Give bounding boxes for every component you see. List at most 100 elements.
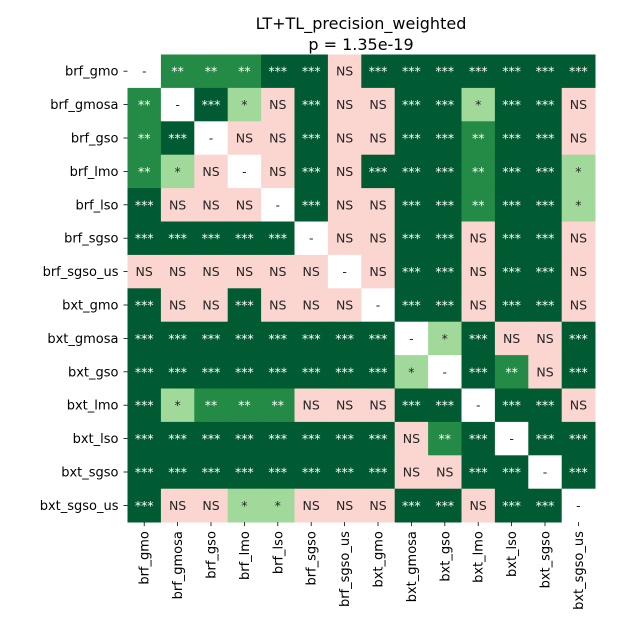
heatmap-cell bbox=[127, 388, 162, 423]
heatmap-cell bbox=[227, 288, 262, 323]
heatmap-cell bbox=[327, 455, 362, 490]
cell-label: *** bbox=[202, 431, 221, 446]
heatmap-cell bbox=[227, 221, 262, 256]
cell-label: NS bbox=[336, 64, 353, 79]
heatmap-cell bbox=[528, 54, 563, 89]
cell-label: - bbox=[309, 231, 314, 246]
cell-label: *** bbox=[502, 97, 521, 112]
heatmap-cell bbox=[428, 87, 462, 122]
heatmap-cell bbox=[227, 121, 262, 156]
cell-label: *** bbox=[369, 64, 388, 79]
cell-label: *** bbox=[536, 298, 555, 313]
cell-label: NS bbox=[336, 131, 353, 146]
cell-label: NS bbox=[470, 264, 487, 279]
heatmap-cell bbox=[227, 321, 262, 356]
cell-label: * bbox=[475, 97, 481, 112]
chart-subtitle: p = 1.35e-19 bbox=[308, 35, 413, 54]
heatmap-cell bbox=[194, 455, 229, 490]
heatmap-cell bbox=[261, 54, 295, 89]
heatmap-cell bbox=[261, 121, 295, 156]
heatmap-cell bbox=[394, 54, 429, 89]
cell-label: NS bbox=[470, 498, 487, 513]
heatmap-cell bbox=[194, 188, 229, 222]
cell-label: *** bbox=[536, 431, 555, 446]
cell-label: *** bbox=[302, 64, 321, 79]
heatmap-cell bbox=[428, 455, 462, 490]
heatmap-cell bbox=[127, 321, 162, 356]
cell-label: *** bbox=[369, 364, 388, 379]
heatmap-cell bbox=[361, 455, 396, 490]
cell-label: *** bbox=[235, 298, 254, 313]
cell-label: NS bbox=[303, 398, 320, 413]
heatmap-cell bbox=[494, 388, 529, 423]
cell-label: *** bbox=[335, 465, 354, 480]
heatmap-cell bbox=[561, 221, 596, 256]
y-tick-label: bxt_sgso_us bbox=[40, 499, 119, 514]
heatmap-cell bbox=[561, 154, 596, 189]
cell-label: *** bbox=[469, 64, 488, 79]
heatmap-cell bbox=[494, 455, 529, 490]
cell-label: *** bbox=[202, 331, 221, 346]
heatmap-cell bbox=[160, 288, 195, 323]
x-tick-label: bxt_sgso bbox=[539, 531, 554, 588]
heatmap-cell bbox=[327, 54, 362, 89]
heatmap-cell bbox=[327, 121, 362, 156]
cell-label: NS bbox=[202, 197, 219, 212]
heatmap-cell bbox=[327, 355, 362, 389]
heatmap-cell bbox=[361, 188, 396, 222]
heatmap-cell bbox=[227, 54, 262, 89]
heatmap-cell bbox=[561, 488, 596, 523]
heatmap-cell bbox=[461, 388, 496, 423]
cell-label: NS bbox=[236, 264, 253, 279]
y-tick-label: bxt_gmo bbox=[62, 299, 118, 314]
heatmap-cell bbox=[528, 121, 563, 156]
heatmap-cell bbox=[561, 388, 596, 423]
cell-label: *** bbox=[536, 197, 555, 212]
heatmap-cell bbox=[194, 321, 229, 356]
cell-label: NS bbox=[202, 164, 219, 179]
heatmap-cell bbox=[428, 421, 462, 456]
cell-label: *** bbox=[569, 364, 588, 379]
heatmap-cell bbox=[261, 254, 295, 289]
cell-label: ** bbox=[439, 431, 452, 446]
cell-label: NS bbox=[269, 131, 286, 146]
heatmap-cell bbox=[261, 221, 295, 256]
cell-label: *** bbox=[569, 431, 588, 446]
cell-label: *** bbox=[369, 431, 388, 446]
cell-label: NS bbox=[369, 97, 386, 112]
heatmap-cell bbox=[294, 288, 329, 323]
cell-label: *** bbox=[402, 131, 421, 146]
cell-label: *** bbox=[502, 264, 521, 279]
cell-label: * bbox=[575, 164, 581, 179]
cell-label: NS bbox=[169, 197, 186, 212]
cell-label: *** bbox=[168, 131, 187, 146]
heatmap-cell bbox=[494, 321, 529, 356]
heatmap-cell bbox=[160, 188, 195, 222]
heatmap-cell bbox=[294, 455, 329, 490]
heatmap-cell bbox=[394, 288, 429, 323]
cell-label: *** bbox=[369, 331, 388, 346]
heatmap-cell bbox=[160, 388, 195, 423]
cell-label: NS bbox=[536, 331, 553, 346]
cell-label: NS bbox=[570, 231, 587, 246]
cell-label: *** bbox=[335, 364, 354, 379]
heatmap-cell bbox=[227, 488, 262, 523]
heatmap-cell bbox=[394, 188, 429, 222]
cell-label: *** bbox=[268, 364, 287, 379]
y-tick-label: brf_sgso_us bbox=[43, 265, 119, 280]
heatmap-cell bbox=[327, 488, 362, 523]
x-tick-label: brf_gso bbox=[205, 531, 220, 579]
cell-label: *** bbox=[302, 465, 321, 480]
heatmap-cell bbox=[261, 154, 295, 189]
heatmap-cell bbox=[461, 488, 496, 523]
cell-label: - bbox=[443, 364, 448, 379]
cell-label: *** bbox=[302, 364, 321, 379]
heatmap-cell bbox=[261, 288, 295, 323]
cell-label: ** bbox=[138, 97, 151, 112]
heatmap-cell bbox=[127, 355, 162, 389]
heatmap-cell bbox=[494, 221, 529, 256]
heatmap-cell bbox=[194, 121, 229, 156]
cell-label: *** bbox=[435, 197, 454, 212]
cell-label: *** bbox=[536, 131, 555, 146]
